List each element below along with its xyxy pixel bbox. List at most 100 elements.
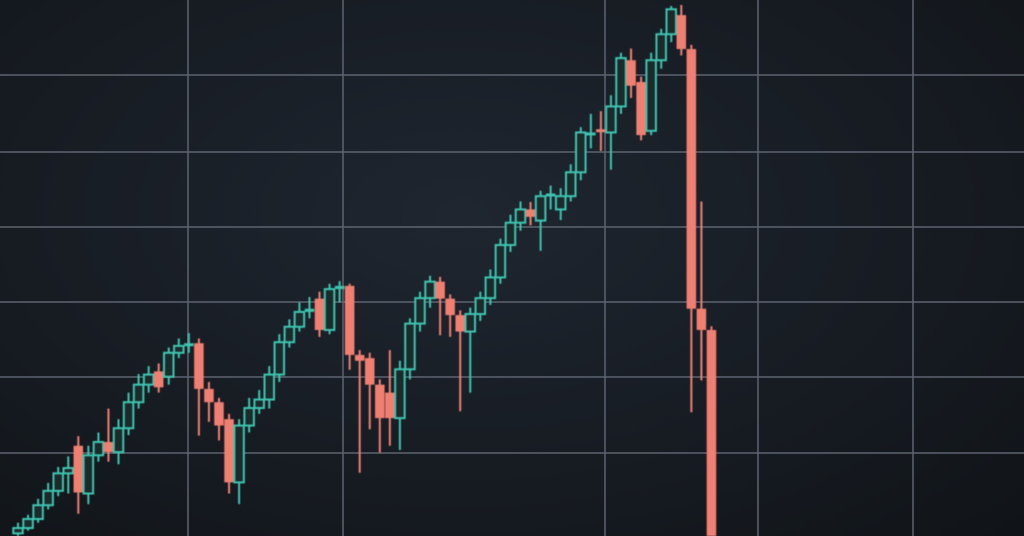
candle-body — [565, 171, 577, 198]
candle — [655, 28, 667, 69]
candle-body — [365, 358, 375, 385]
candle — [344, 283, 355, 370]
candle — [435, 276, 445, 336]
candle-body — [112, 427, 125, 454]
candle — [243, 397, 255, 433]
candle-body — [22, 518, 34, 530]
candle-body — [494, 244, 507, 279]
candle — [132, 374, 145, 409]
candle — [52, 466, 64, 497]
candle — [445, 294, 455, 337]
candle-body — [385, 392, 395, 419]
candle-body — [596, 129, 606, 133]
candle-body — [142, 373, 155, 386]
candle-body — [615, 57, 627, 108]
candle-body — [586, 132, 596, 136]
candle — [375, 379, 385, 453]
candle — [163, 347, 175, 385]
candle-body — [554, 195, 567, 211]
candle — [696, 201, 707, 381]
candle-body — [545, 193, 556, 197]
candle — [645, 52, 657, 136]
candle — [334, 281, 345, 303]
candle — [22, 514, 34, 531]
candle — [62, 456, 74, 494]
candle — [686, 44, 697, 413]
candle-body — [464, 313, 476, 333]
candle — [194, 338, 204, 436]
candle — [112, 419, 125, 465]
candle-body — [214, 402, 224, 426]
candle-body — [103, 442, 114, 453]
candle — [514, 201, 527, 231]
candle-body — [525, 209, 536, 217]
candle — [455, 310, 465, 412]
candle-body — [514, 208, 527, 224]
candle-body — [626, 60, 636, 86]
candle-body — [243, 407, 255, 427]
candle — [665, 6, 677, 43]
candle-body — [173, 344, 185, 354]
candle-body — [706, 329, 717, 536]
candle-body — [474, 297, 487, 316]
candle — [354, 350, 365, 473]
candle-body — [504, 221, 517, 247]
candle-body — [686, 49, 697, 309]
candle-body — [263, 373, 275, 401]
candle-body — [12, 527, 24, 535]
candle — [42, 482, 54, 510]
candle-body — [73, 445, 84, 493]
candle — [273, 334, 286, 383]
candle-body — [184, 343, 194, 347]
candle-body — [424, 280, 436, 300]
candle — [676, 5, 687, 56]
candle — [184, 333, 194, 353]
candle — [615, 52, 627, 114]
candle — [554, 188, 567, 221]
candle — [626, 48, 636, 98]
candle-body — [575, 131, 587, 174]
candle — [142, 366, 155, 393]
candle — [283, 319, 296, 348]
candle-body — [153, 371, 164, 388]
candle — [534, 190, 547, 251]
candle — [32, 498, 44, 523]
candle — [605, 95, 617, 170]
candle — [636, 76, 646, 141]
candle — [224, 413, 234, 494]
candle — [484, 269, 497, 306]
candle-body — [676, 15, 687, 50]
candle-body — [273, 341, 286, 376]
candles — [12, 5, 717, 536]
candle — [304, 297, 315, 319]
candle — [103, 408, 114, 462]
candle — [314, 291, 325, 337]
candle-body — [304, 308, 315, 312]
candle-body — [224, 419, 234, 483]
candle-body — [253, 398, 265, 410]
candle-body — [323, 288, 336, 331]
candle-body — [445, 298, 455, 316]
candle-body — [375, 384, 385, 419]
candle-body — [435, 281, 445, 299]
candle-body — [414, 297, 426, 325]
candle — [122, 392, 135, 436]
candle — [365, 352, 375, 430]
candle-body — [655, 33, 667, 62]
candle-body — [62, 467, 74, 475]
candle — [173, 338, 185, 359]
candle — [474, 291, 487, 321]
candle — [706, 326, 717, 536]
candle — [565, 164, 577, 202]
candle-body — [52, 472, 64, 492]
candle — [323, 283, 336, 335]
candle — [385, 350, 395, 446]
candle-body — [334, 285, 345, 290]
candle-body — [82, 454, 95, 495]
candle — [12, 522, 24, 536]
candle-body — [696, 308, 707, 330]
candle-body — [204, 388, 214, 403]
candle — [293, 302, 306, 332]
candle-body — [534, 195, 547, 222]
